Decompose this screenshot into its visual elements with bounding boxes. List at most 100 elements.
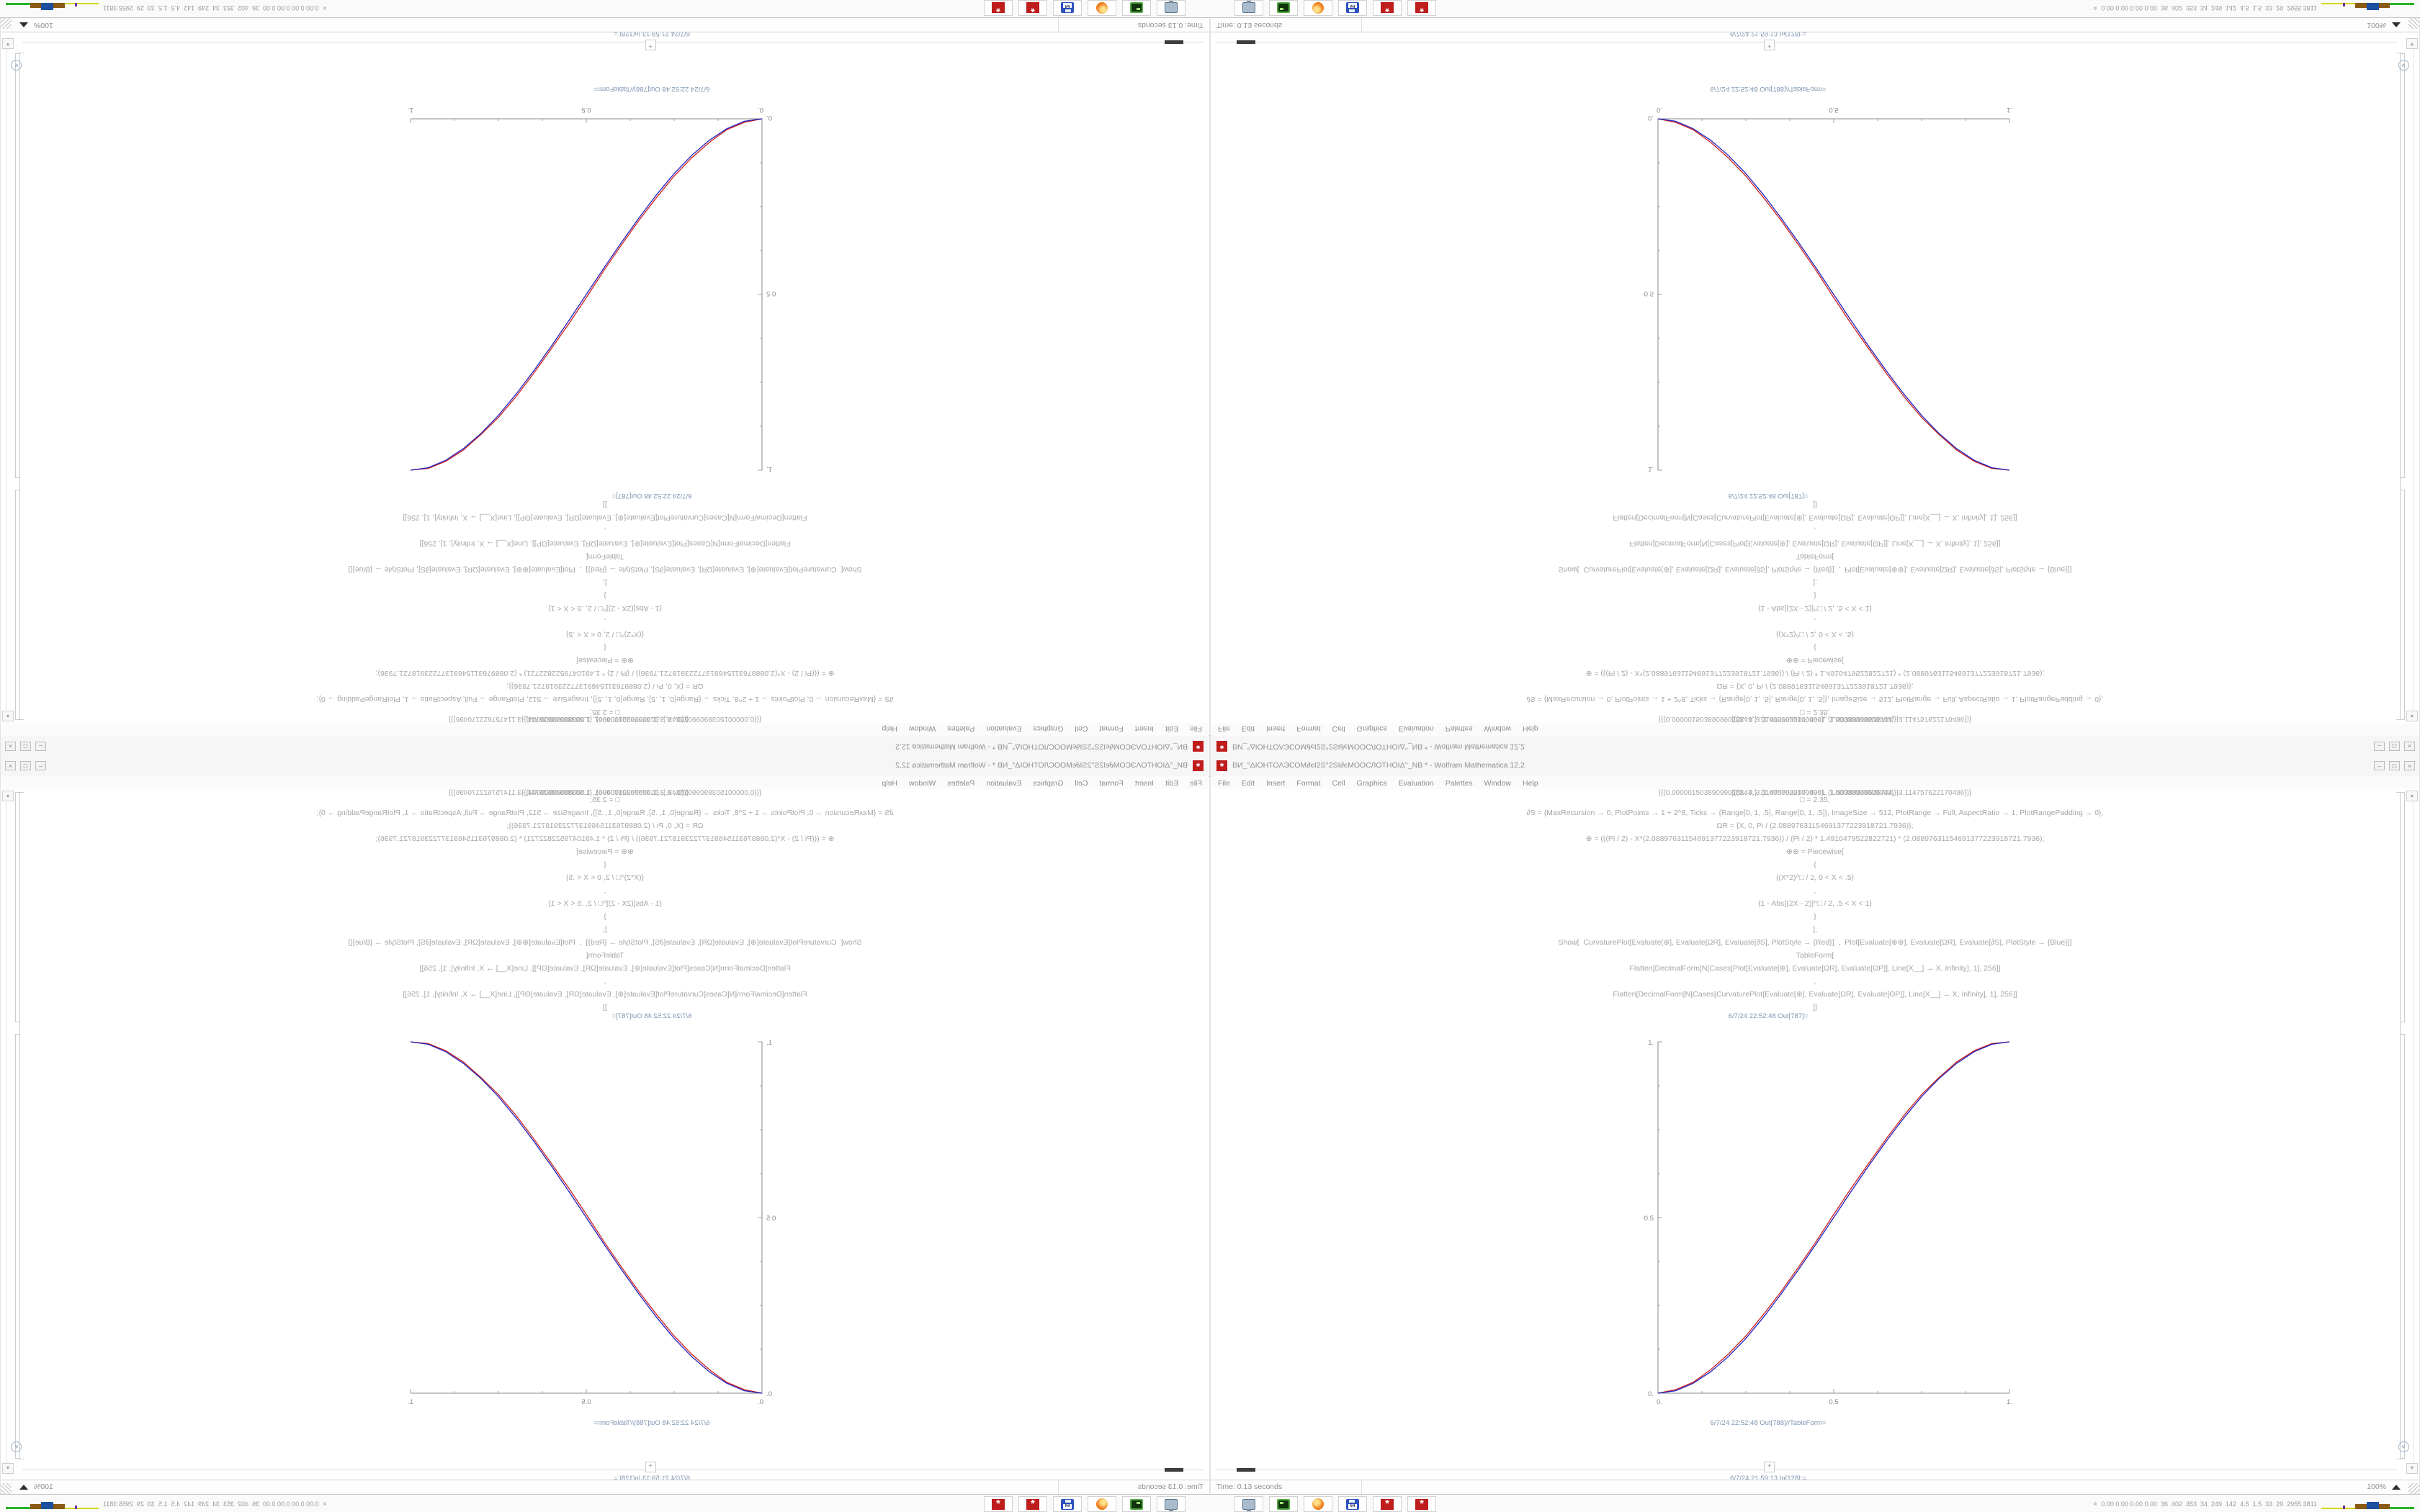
resize-grip-icon[interactable] — [2408, 18, 2419, 29]
menu-item[interactable]: Format — [1296, 724, 1321, 733]
code-line[interactable]: ⊕ = (((Pi / 2) - X*(2.088976311546913772… — [1585, 834, 2045, 843]
code-line[interactable]: ⊕⊕ = Piecewise[ — [576, 656, 634, 665]
menu-item[interactable]: Window — [1484, 779, 1512, 788]
scroll-up-button[interactable]: ▴ — [2, 711, 14, 721]
firefox-icon[interactable] — [1088, 1496, 1116, 1512]
resize-grip-icon[interactable] — [1, 1483, 12, 1494]
menu-item[interactable]: Cell — [1332, 779, 1345, 788]
menu-item[interactable]: Help — [882, 724, 897, 733]
cell-insertion-plus[interactable]: + — [1764, 40, 1775, 50]
cell-insertion-plus[interactable]: + — [645, 1462, 656, 1472]
jump-to-end-icon[interactable]: » — [11, 1441, 22, 1452]
mathematica-icon[interactable]: * — [1018, 0, 1047, 16]
cell-group-bracket[interactable] — [19, 53, 24, 720]
menu-item[interactable]: Help — [882, 779, 897, 788]
code-line[interactable]: ΩR = {X, 0, Pi / (2.08897631154691377223… — [1716, 682, 1914, 690]
title-bar[interactable]: * ВИ_°ΔΙΟΗΤΟΛЭСОМ∂єІ2Ѕ°2ЅІ∂єМООСЛОТНОІΔ°… — [1, 735, 1209, 756]
code-line[interactable]: ∂S = {MaxRecursion → 0, PlotPoints → 1 +… — [1526, 695, 2104, 703]
code-line[interactable]: Flatten[DecimalForm[N[Cases[CurvaturePlo… — [1613, 990, 2017, 999]
tableform-line[interactable]: {{{0., 0.}, {1.00000000000001, 1.0000000… — [1731, 715, 1899, 723]
menu-item[interactable]: Window — [1484, 724, 1512, 733]
menu-item[interactable]: File — [1190, 779, 1202, 788]
code-line[interactable]: {(X*2)^□ / 2, 0 < X < .5} — [1775, 630, 1855, 639]
code-line[interactable]: , — [604, 617, 606, 626]
computer-icon[interactable] — [1234, 0, 1263, 16]
close-button[interactable]: × — [5, 761, 16, 770]
code-line[interactable]: ⊕⊕ = Piecewise[ — [1786, 656, 1844, 665]
code-line[interactable]: } — [604, 912, 606, 921]
disk-imager-icon[interactable]: 64 — [1338, 0, 1367, 16]
code-line[interactable]: TableForm[ — [586, 552, 624, 561]
scroll-up-button[interactable]: ▴ — [2406, 791, 2418, 801]
minimize-button[interactable]: – — [2374, 761, 2385, 770]
code-line[interactable]: {(X*2)^□ / 2, 0 < X < .5} — [565, 873, 645, 882]
tableform-line[interactable]: {{{0.00000150389099015843, 3.11475762217… — [1658, 789, 1972, 797]
menu-item[interactable]: Graphics — [1356, 779, 1387, 788]
resize-grip-icon[interactable] — [1, 18, 12, 29]
close-button[interactable]: × — [2404, 742, 2415, 751]
menu-item[interactable]: Evaluation — [986, 724, 1022, 733]
code-line[interactable]: TableForm[ — [1796, 951, 1834, 960]
scroll-down-button[interactable]: ▾ — [2406, 1463, 2418, 1474]
code-line[interactable]: Flatten[DecimalForm[N[Cases[CurvaturePlo… — [403, 990, 807, 999]
code-line[interactable]: ΩR = {X, 0, Pi / (2.08897631154691377223… — [1716, 822, 1914, 830]
code-line[interactable]: Show[ CurvaturePlot[Evaluate[⊕], Evaluat… — [348, 565, 862, 574]
hscroll-thumb[interactable] — [1237, 1468, 1255, 1472]
disk-imager-icon[interactable]: 64 — [1053, 1496, 1082, 1512]
menu-item[interactable]: Palettes — [947, 724, 975, 733]
code-line[interactable]: ]] — [1813, 500, 1817, 509]
menu-item[interactable]: Format — [1296, 779, 1321, 788]
code-line[interactable]: , — [604, 526, 606, 535]
magnification-icon[interactable] — [2392, 22, 2401, 27]
code-line[interactable]: ]] — [1813, 1003, 1817, 1012]
menu-item[interactable]: File — [1218, 779, 1230, 788]
code-line[interactable]: ]; — [603, 925, 607, 934]
code-line[interactable]: { — [604, 643, 606, 652]
output-cell-bracket[interactable] — [2401, 1034, 2405, 1459]
magnification-icon[interactable] — [19, 1485, 28, 1490]
code-line[interactable]: Flatten[DecimalForm[N[Cases[CurvaturePlo… — [1613, 513, 2017, 522]
horizontal-scrollbar[interactable] — [22, 1466, 1204, 1475]
menu-item[interactable]: Insert — [1266, 779, 1286, 788]
menu-item[interactable]: Edit — [1241, 779, 1255, 788]
code-line[interactable]: { — [604, 860, 606, 869]
vertical-scrollbar-track[interactable] — [6, 49, 7, 710]
disk-imager-icon[interactable]: 64 — [1338, 1496, 1367, 1512]
magnification-icon[interactable] — [19, 22, 28, 27]
menu-item[interactable]: Window — [908, 724, 936, 733]
jump-to-end-icon[interactable]: » — [11, 60, 22, 71]
tray-chevron-up-icon[interactable]: « — [321, 1501, 329, 1506]
code-line[interactable]: TableForm[ — [586, 951, 624, 960]
code-line[interactable]: ∂S = {MaxRecursion → 0, PlotPoints → 1 +… — [316, 809, 894, 817]
menu-item[interactable]: Evaluation — [1398, 779, 1434, 788]
input-cell-bracket[interactable] — [15, 792, 19, 1022]
code-line[interactable]: TableForm[ — [1796, 552, 1834, 561]
output-cell-bracket[interactable] — [15, 53, 19, 478]
horizontal-scrollbar[interactable] — [1216, 37, 2398, 46]
code-line[interactable]: {1 - Abs[(2X - 2)]^□ / 2, .5 < X < 1} — [1758, 899, 1872, 908]
cell-insertion-plus[interactable]: + — [645, 40, 656, 50]
code-line[interactable]: {1 - Abs[(2X - 2)]^□ / 2, .5 < X < 1} — [548, 604, 662, 613]
code-line[interactable]: {(X*2)^□ / 2, 0 < X < .5} — [565, 630, 645, 639]
tray-chevron-up-icon[interactable]: « — [2091, 1501, 2099, 1506]
menu-item[interactable]: Help — [1523, 724, 1538, 733]
scroll-down-button[interactable]: ▾ — [2406, 38, 2418, 49]
code-line[interactable]: ]] — [603, 500, 607, 509]
code-line[interactable]: Show[ CurvaturePlot[Evaluate[⊕], Evaluat… — [348, 938, 862, 947]
menu-item[interactable]: Insert — [1134, 724, 1154, 733]
maximize-button[interactable]: □ — [20, 761, 31, 770]
code-line[interactable]: , — [1814, 526, 1816, 535]
input-cell-bracket[interactable] — [2401, 792, 2405, 1022]
code-line[interactable]: { — [1814, 860, 1816, 869]
code-line[interactable]: {(X*2)^□ / 2, 0 < X < .5} — [1775, 873, 1855, 882]
jump-to-end-icon[interactable]: » — [2398, 60, 2409, 71]
menu-item[interactable]: Graphics — [1033, 779, 1064, 788]
code-line[interactable]: } — [604, 591, 606, 600]
menu-item[interactable]: Graphics — [1356, 724, 1387, 733]
menu-item[interactable]: Cell — [1332, 724, 1345, 733]
code-line[interactable]: , — [604, 886, 606, 895]
computer-icon[interactable] — [1234, 1496, 1263, 1512]
cell-group-bracket[interactable] — [2396, 792, 2401, 1459]
code-line[interactable]: ⊕⊕ = Piecewise[ — [576, 847, 634, 856]
vertical-scrollbar-track[interactable] — [2413, 49, 2414, 710]
